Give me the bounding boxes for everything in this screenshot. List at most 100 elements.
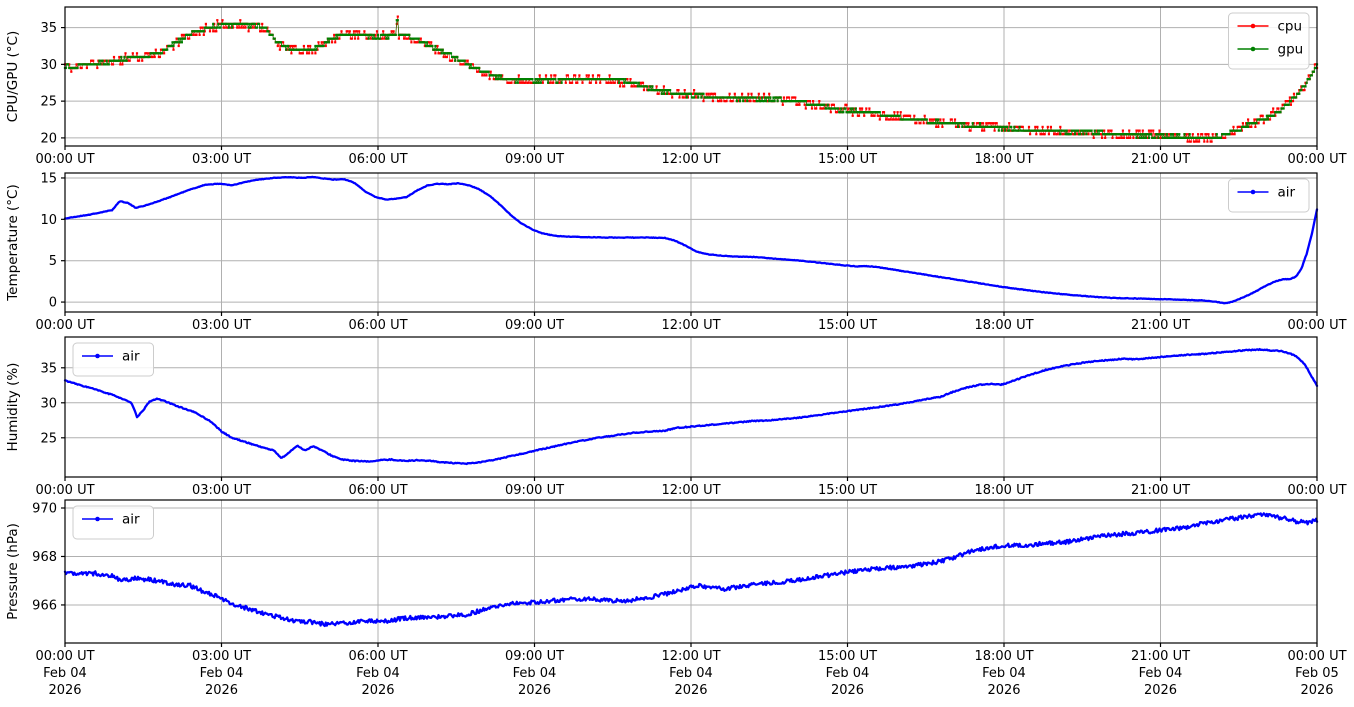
svg-text:06:00 UT: 06:00 UT [348, 649, 407, 664]
legend-marker-air [1250, 189, 1256, 195]
svg-text:18:00 UT: 18:00 UT [974, 649, 1033, 664]
svg-text:30: 30 [40, 396, 57, 411]
legend: cpu gpu [1228, 12, 1310, 70]
legend-label-air: air [122, 349, 140, 365]
legend: air [72, 342, 154, 377]
svg-text:00:00 UT: 00:00 UT [1287, 318, 1346, 333]
y-axis-label: Pressure (hPa) [5, 523, 21, 620]
svg-text:Feb 04: Feb 04 [826, 666, 870, 681]
legend-label-air: air [122, 512, 140, 528]
svg-text:2026: 2026 [674, 683, 707, 698]
panel-3-humidity-: 00:00 UT 03:00 UT 06:00 UT 09:00 UT 12:00 UT… [5, 336, 1347, 498]
y-axis-label: CPU/GPU (°C) [5, 31, 21, 122]
svg-text:0: 0 [49, 296, 57, 311]
svg-text:2026: 2026 [987, 683, 1020, 698]
legend-label-gpu: gpu [1278, 42, 1304, 58]
svg-text:Feb 04: Feb 04 [356, 666, 400, 681]
tick-labels: 00:00 UT 03:00 UT 06:00 UT 09:00 UT 12:00 UT… [35, 361, 1346, 498]
svg-text:2026: 2026 [205, 683, 238, 698]
svg-text:03:00 UT: 03:00 UT [192, 649, 251, 664]
svg-text:25: 25 [40, 431, 57, 446]
panel-1-cpu-gpu-c-: 00:00 UT 03:00 UT 06:00 UT 09:00 UT 12:00 UT… [5, 6, 1347, 167]
svg-text:09:00 UT: 09:00 UT [505, 649, 564, 664]
legend: air [72, 505, 154, 540]
svg-text:35: 35 [40, 21, 57, 36]
svg-text:12:00 UT: 12:00 UT [661, 152, 720, 167]
svg-text:15:00 UT: 15:00 UT [818, 483, 877, 498]
panel-2-temperature-c-: 00:00 UT 03:00 UT 06:00 UT 09:00 UT 12:00 UT… [5, 171, 1347, 333]
svg-text:Feb 04: Feb 04 [1139, 666, 1183, 681]
svg-text:15: 15 [40, 171, 57, 186]
svg-text:2026: 2026 [1300, 683, 1333, 698]
legend: air [1228, 178, 1310, 213]
svg-text:Feb 04: Feb 04 [200, 666, 244, 681]
svg-text:5: 5 [49, 254, 57, 269]
series-gpu [63, 19, 1319, 140]
svg-text:968: 968 [32, 550, 57, 565]
svg-text:Feb 04: Feb 04 [982, 666, 1026, 681]
svg-text:06:00 UT: 06:00 UT [348, 318, 407, 333]
legend-marker-air [95, 353, 100, 359]
series-air [63, 175, 1319, 305]
svg-text:2026: 2026 [518, 683, 551, 698]
legend-label-cpu: cpu [1278, 19, 1303, 35]
legend-marker-gpu [1250, 46, 1256, 52]
svg-text:00:00 UT: 00:00 UT [1287, 152, 1346, 167]
svg-text:12:00 UT: 12:00 UT [661, 483, 720, 498]
svg-text:00:00 UT: 00:00 UT [35, 649, 94, 664]
svg-text:21:00 UT: 21:00 UT [1131, 152, 1190, 167]
svg-text:2026: 2026 [48, 683, 81, 698]
svg-text:09:00 UT: 09:00 UT [505, 483, 564, 498]
svg-text:10: 10 [40, 213, 57, 228]
svg-text:18:00 UT: 18:00 UT [974, 483, 1033, 498]
svg-text:21:00 UT: 21:00 UT [1131, 483, 1190, 498]
y-axis-label: Humidity (%) [5, 363, 21, 452]
svg-text:21:00 UT: 21:00 UT [1131, 318, 1190, 333]
svg-text:2026: 2026 [1144, 683, 1177, 698]
svg-text:09:00 UT: 09:00 UT [505, 318, 564, 333]
svg-text:18:00 UT: 18:00 UT [974, 318, 1033, 333]
svg-text:00:00 UT: 00:00 UT [35, 152, 94, 167]
svg-text:15:00 UT: 15:00 UT [818, 152, 877, 167]
svg-text:18:00 UT: 18:00 UT [974, 152, 1033, 167]
legend-marker-cpu [1250, 23, 1256, 29]
svg-text:Feb 04: Feb 04 [513, 666, 557, 681]
legend-label-air: air [1278, 185, 1296, 201]
svg-text:03:00 UT: 03:00 UT [192, 318, 251, 333]
svg-text:20: 20 [40, 131, 57, 146]
svg-text:00:00 UT: 00:00 UT [35, 483, 94, 498]
svg-text:03:00 UT: 03:00 UT [192, 483, 251, 498]
svg-text:06:00 UT: 06:00 UT [348, 152, 407, 167]
svg-text:15:00 UT: 15:00 UT [818, 318, 877, 333]
tick-labels: 00:00 UT 03:00 UT 06:00 UT 09:00 UT 12:00 UT… [35, 21, 1346, 167]
panel-4-pressure-hpa-: 00:00 UT Feb 04 2026 03:00 UT Feb 04 2026 06:0… [5, 499, 1347, 698]
svg-text:03:00 UT: 03:00 UT [192, 152, 251, 167]
tick-labels: 00:00 UT Feb 04 2026 03:00 UT Feb 04 2026 06:0… [32, 501, 1346, 698]
svg-text:09:00 UT: 09:00 UT [505, 152, 564, 167]
svg-text:970: 970 [32, 501, 57, 516]
svg-text:30: 30 [40, 58, 57, 73]
svg-text:15:00 UT: 15:00 UT [818, 649, 877, 664]
series-air [63, 512, 1319, 628]
svg-text:21:00 UT: 21:00 UT [1131, 649, 1190, 664]
svg-text:00:00 UT: 00:00 UT [1287, 649, 1346, 664]
svg-text:966: 966 [32, 598, 57, 613]
svg-text:12:00 UT: 12:00 UT [661, 649, 720, 664]
grid [64, 7, 1318, 146]
svg-text:2026: 2026 [831, 683, 864, 698]
series-air [63, 347, 1319, 466]
y-axis-label: Temperature (°C) [5, 184, 21, 302]
svg-text:25: 25 [40, 95, 57, 110]
svg-text:06:00 UT: 06:00 UT [348, 483, 407, 498]
svg-text:00:00 UT: 00:00 UT [35, 318, 94, 333]
tick-labels: 00:00 UT 03:00 UT 06:00 UT 09:00 UT 12:00 UT… [35, 171, 1346, 333]
svg-text:12:00 UT: 12:00 UT [661, 318, 720, 333]
svg-text:Feb 05: Feb 05 [1295, 666, 1339, 681]
legend-marker-air [95, 516, 100, 522]
svg-text:35: 35 [40, 361, 57, 376]
svg-text:00:00 UT: 00:00 UT [1287, 483, 1346, 498]
svg-text:Feb 04: Feb 04 [669, 666, 713, 681]
